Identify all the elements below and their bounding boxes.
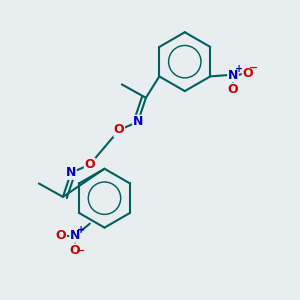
Text: O: O [228, 83, 238, 96]
Text: N: N [133, 116, 143, 128]
Text: −: − [249, 63, 259, 74]
Text: +: + [235, 64, 243, 74]
Text: +: + [77, 225, 85, 235]
Text: N: N [70, 229, 80, 242]
Text: N: N [66, 166, 76, 179]
Text: O: O [56, 229, 66, 242]
Text: O: O [70, 244, 80, 257]
Text: O: O [84, 158, 95, 171]
Text: −: − [76, 245, 86, 255]
Text: N: N [228, 69, 238, 82]
Text: O: O [242, 67, 253, 80]
Text: O: O [114, 123, 124, 136]
